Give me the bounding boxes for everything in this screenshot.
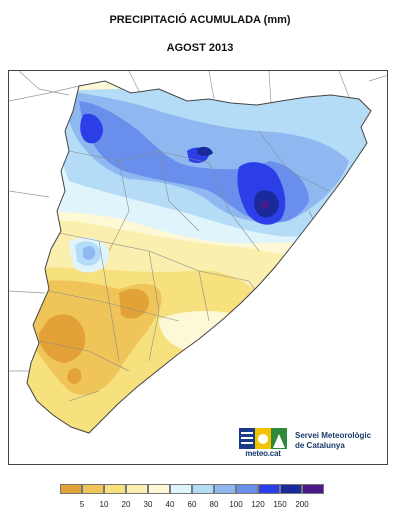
legend-tick-label: 30 bbox=[143, 500, 153, 509]
meteocat-logo-icon bbox=[239, 428, 287, 452]
comarca-borders bbox=[38, 130, 330, 402]
zone-0-5-c bbox=[67, 368, 82, 385]
organization-name: Servei Meteorològic de Catalunya bbox=[295, 431, 385, 451]
legend-swatch bbox=[192, 484, 214, 494]
legend-swatch bbox=[170, 484, 192, 494]
legend-tick-label: 60 bbox=[187, 500, 197, 509]
region-outline bbox=[26, 80, 372, 434]
zone-150-200-b bbox=[197, 146, 213, 156]
zone-120-150-a bbox=[80, 113, 103, 144]
legend-tick-label: 80 bbox=[209, 500, 219, 509]
legend-tick-label: 120 bbox=[251, 500, 265, 509]
logo-wordmark: meteo.cat bbox=[239, 449, 287, 458]
legend-swatch bbox=[148, 484, 170, 494]
zone-0-5-a bbox=[38, 314, 86, 363]
legend-swatch bbox=[82, 484, 104, 494]
legend-swatch bbox=[280, 484, 302, 494]
legend-tick-label: 200 bbox=[295, 500, 309, 509]
org-name-line-1: Servei Meteorològic bbox=[295, 431, 372, 440]
legend-swatch bbox=[214, 484, 236, 494]
legend-tick-label: 100 bbox=[229, 500, 243, 509]
zone-200-plus bbox=[261, 201, 269, 209]
zone-80-100-c bbox=[83, 246, 96, 260]
neighbor-borders bbox=[9, 71, 387, 372]
legend-swatch bbox=[104, 484, 126, 494]
legend-swatch bbox=[302, 484, 324, 494]
catalonia-map bbox=[9, 71, 387, 434]
map-subtitle: AGOST 2013 bbox=[166, 42, 234, 54]
legend-tick-label: 150 bbox=[273, 500, 287, 509]
legend-tick-label: 20 bbox=[121, 500, 131, 509]
legend-swatch bbox=[60, 484, 82, 494]
meteocat-logo-block: meteo.cat Servei Meteorològic de Catalun… bbox=[239, 423, 379, 459]
org-name-line-2: de Catalunya bbox=[295, 441, 345, 450]
legend-swatch bbox=[236, 484, 258, 494]
precipitation-map: meteo.cat Servei Meteorològic de Catalun… bbox=[8, 70, 388, 465]
legend-bar bbox=[60, 484, 324, 494]
color-legend: 5 10 20 30 40 60 80 100 120 150 200 bbox=[60, 484, 350, 514]
legend-swatch bbox=[258, 484, 280, 494]
legend-tick-label: 5 bbox=[79, 500, 85, 509]
map-title: PRECIPITACIÓ ACUMULADA (mm) bbox=[109, 14, 291, 26]
legend-tick-label: 10 bbox=[99, 500, 109, 509]
legend-swatch bbox=[126, 484, 148, 494]
zone-0-5-b bbox=[119, 288, 149, 319]
legend-tick-label: 40 bbox=[165, 500, 175, 509]
